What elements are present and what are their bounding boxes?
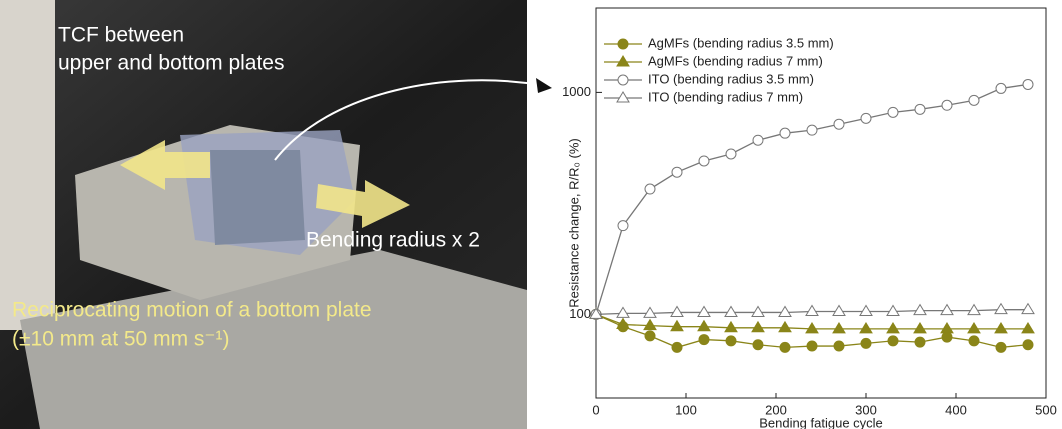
marker (994, 302, 1008, 315)
x-tick-label: 0 (592, 402, 599, 417)
marker (725, 335, 737, 347)
marker (914, 336, 926, 348)
marker (968, 335, 980, 347)
photo-label: Reciprocating motion of a bottom plate (12, 299, 372, 322)
legend-label: AgMFs (bending radius 7 mm) (648, 53, 823, 68)
x-tick-label: 500 (1035, 402, 1057, 417)
series-line (595, 83, 1029, 315)
marker (860, 112, 872, 124)
machine-column (0, 0, 55, 330)
marker (805, 321, 819, 334)
photo-label: upper and bottom plates (58, 52, 285, 75)
marker (806, 124, 818, 136)
marker (994, 321, 1008, 334)
pointer-head (536, 78, 552, 93)
marker (752, 339, 764, 351)
photo-label: TCF between (58, 24, 184, 47)
marker (724, 305, 738, 317)
marker (995, 341, 1007, 353)
tcf-film (210, 150, 305, 245)
marker (779, 127, 791, 139)
photo-label: Bending radius x 2 (306, 229, 480, 252)
x-tick-label: 100 (675, 402, 697, 417)
marker (995, 82, 1007, 94)
base-plate (20, 250, 527, 429)
marker (833, 340, 845, 352)
marker (1022, 339, 1034, 351)
photo: TCF between upper and bottom plates Bend… (0, 0, 552, 429)
marker (779, 341, 791, 353)
plot-frame (595, 7, 1047, 399)
marker (859, 321, 873, 334)
marker (751, 305, 765, 317)
marker (644, 330, 656, 342)
marker (778, 305, 792, 317)
marker (671, 166, 683, 178)
marker (752, 134, 764, 146)
marker (1022, 78, 1034, 90)
x-tick-label: 400 (945, 402, 967, 417)
marker (940, 303, 954, 316)
legend-label: ITO (bending radius 7 mm) (648, 89, 803, 104)
marker (806, 340, 818, 352)
marker (644, 183, 656, 195)
marker (913, 303, 927, 316)
arrow-right (316, 180, 410, 228)
marker (805, 304, 819, 317)
marker (617, 38, 629, 50)
marker (751, 320, 765, 333)
marker (886, 304, 900, 317)
pointer-curve (274, 79, 541, 161)
marker (617, 74, 629, 86)
marker (941, 331, 953, 343)
marker (832, 321, 846, 334)
marker (1021, 321, 1035, 334)
arrow-left (120, 140, 210, 190)
marker (671, 341, 683, 353)
photo-label: (±10 mm at 50 mm s⁻¹) (12, 328, 229, 351)
marker (724, 320, 738, 333)
marker (967, 303, 981, 316)
marker (940, 321, 954, 334)
marker (832, 304, 846, 317)
marker (643, 306, 657, 318)
marker (860, 337, 872, 349)
marker (616, 317, 630, 330)
marker (968, 94, 980, 106)
marker (670, 319, 684, 332)
marker (914, 103, 926, 115)
marker (616, 306, 630, 318)
marker (859, 304, 873, 317)
x-tick-label: 300 (855, 402, 877, 417)
legend-label: AgMFs (bending radius 3.5 mm) (648, 35, 834, 50)
x-axis-label: Bending fatigue cycle (759, 415, 883, 429)
marker (833, 118, 845, 130)
marker (887, 335, 899, 347)
marker (778, 320, 792, 333)
marker (697, 319, 711, 332)
chart: 0 100 200 300 400 500 100 1000 Bending fatigue c… (562, 7, 1057, 429)
marker (616, 55, 630, 67)
y-tick-label: 1000 (562, 84, 591, 99)
y-tick-label: 100 (569, 306, 591, 321)
y-axis-label: Resistance change, R/R₀ (%) (566, 138, 581, 307)
marker (886, 321, 900, 334)
marker (941, 99, 953, 111)
marker (967, 321, 981, 334)
marker (887, 106, 899, 118)
x-tick-label: 200 (765, 402, 787, 417)
marker (698, 334, 710, 346)
marker (1021, 302, 1035, 315)
marker (589, 307, 603, 319)
marker (725, 148, 737, 160)
marker (643, 318, 657, 331)
marker (913, 321, 927, 334)
marker (697, 305, 711, 317)
marker (617, 220, 629, 232)
legend-label: ITO (bending radius 3.5 mm) (648, 71, 814, 86)
marker (670, 305, 684, 317)
marker (616, 91, 630, 103)
marker (698, 155, 710, 167)
